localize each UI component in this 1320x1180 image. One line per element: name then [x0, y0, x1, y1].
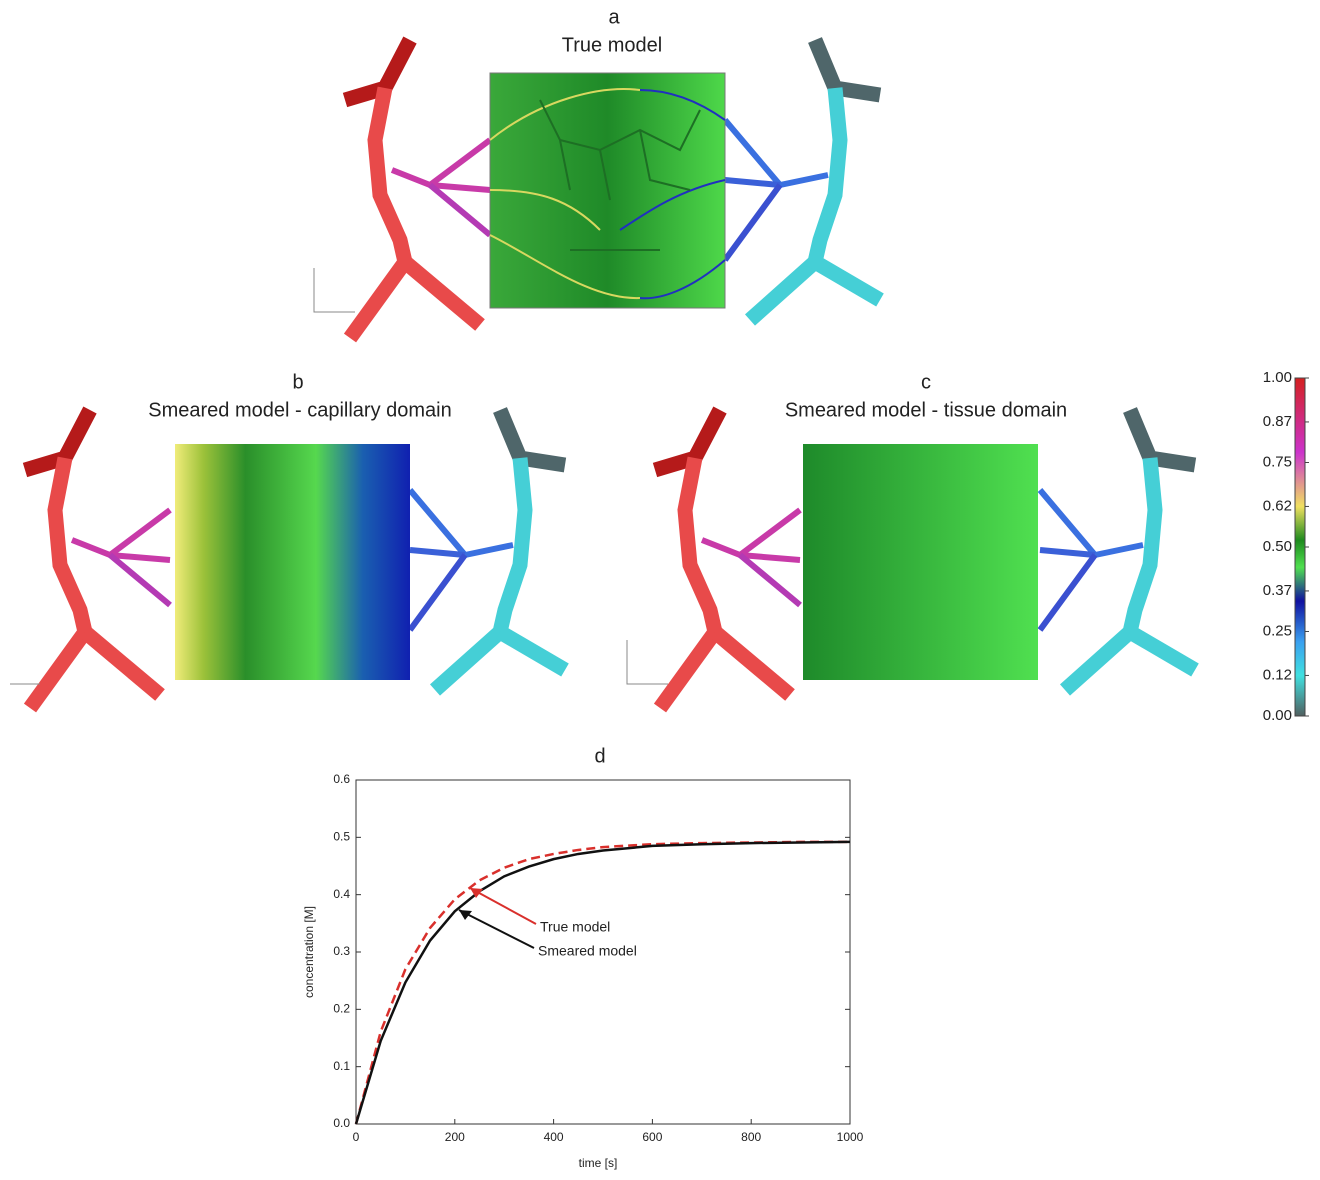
- colorbar-tick-label: 0.50: [1263, 538, 1292, 555]
- y-tick-label: 0.5: [333, 830, 350, 844]
- y-tick-label: 0.2: [333, 1002, 350, 1016]
- colorbar-tick-label: 0.25: [1263, 622, 1292, 639]
- artery-tree: [345, 40, 490, 338]
- colorbar: [1294, 377, 1306, 717]
- panel-title: Smeared model - tissue domain: [785, 399, 1067, 421]
- colorbar-tick-label: 0.75: [1263, 453, 1292, 470]
- axis-triad: [626, 640, 668, 685]
- colorbar-tick-label: 0.37: [1263, 582, 1292, 599]
- vein-tree: [1040, 410, 1195, 690]
- panel-label: d: [594, 745, 605, 767]
- series-line: [354, 840, 850, 1125]
- colorbar-tick-label: 0.00: [1263, 707, 1292, 724]
- legend-label: Smeared model: [538, 943, 637, 959]
- capillary-domain: [175, 444, 410, 680]
- y-tick-label: 0.1: [333, 1059, 350, 1073]
- y-axis-label: concentration [M]: [302, 906, 316, 998]
- colorbar-tick-label: 1.00: [1263, 369, 1292, 386]
- x-tick-label: 600: [642, 1130, 662, 1144]
- x-tick-label: 200: [445, 1130, 465, 1144]
- series-line: [354, 840, 851, 1125]
- artery-tree: [655, 410, 800, 708]
- capillary-network: [489, 88, 726, 300]
- x-tick-label: 0: [353, 1130, 360, 1144]
- vein-tree: [410, 410, 565, 690]
- colorbar-tick-label: 0.87: [1263, 413, 1292, 430]
- annotation-arrowhead: [459, 910, 472, 920]
- tissue-domain: [803, 444, 1038, 680]
- y-tick-label: 0.3: [333, 944, 350, 958]
- x-axis-label: time [s]: [579, 1156, 618, 1170]
- vein-tree: [725, 40, 880, 320]
- x-tick-label: 400: [544, 1130, 564, 1144]
- axis-triad: [313, 268, 355, 313]
- y-tick-label: 0.6: [333, 772, 350, 786]
- colorbar-tick-label: 0.12: [1263, 666, 1292, 683]
- panel-title: True model: [562, 34, 662, 56]
- colorbar-tick-label: 0.62: [1263, 497, 1292, 514]
- artery-tree: [25, 410, 170, 708]
- x-tick-label: 800: [741, 1130, 761, 1144]
- annotation-arrowhead: [470, 888, 483, 898]
- panel-label: a: [608, 6, 620, 28]
- annotation-arrow: [469, 887, 537, 925]
- y-tick-label: 0.0: [333, 1116, 350, 1130]
- x-tick-label: 1000: [837, 1130, 864, 1144]
- legend-label: True model: [540, 919, 610, 935]
- annotation-arrow: [458, 909, 535, 949]
- y-tick-label: 0.4: [333, 887, 350, 901]
- panel-title: Smeared model - capillary domain: [148, 399, 451, 421]
- panel-label: b: [292, 371, 303, 393]
- panel-label: c: [921, 371, 931, 393]
